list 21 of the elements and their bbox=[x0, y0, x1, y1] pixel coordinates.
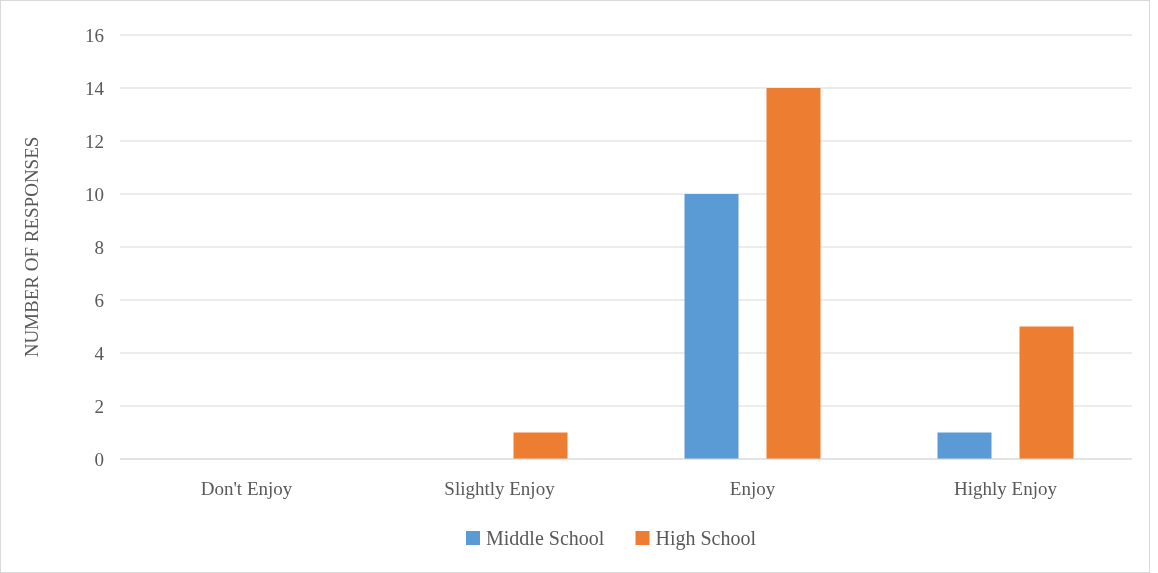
y-axis-title: NUMBER OF RESPONSES bbox=[21, 136, 42, 358]
legend-label: Middle School bbox=[486, 527, 605, 549]
x-tick-label: Highly Enjoy bbox=[954, 478, 1058, 499]
y-tick-label: 14 bbox=[85, 77, 105, 99]
y-tick-label: 8 bbox=[94, 236, 104, 258]
y-tick-label: 10 bbox=[85, 183, 104, 205]
bar bbox=[937, 432, 992, 459]
x-tick-label: Enjoy bbox=[729, 478, 776, 499]
x-tick-label: Don't Enjoy bbox=[200, 478, 293, 499]
bar bbox=[1019, 326, 1074, 459]
y-tick-label: 12 bbox=[85, 130, 104, 152]
legend-label: High School bbox=[655, 527, 757, 550]
x-tick-label: Slightly Enjoy bbox=[444, 478, 556, 499]
y-tick-label: 6 bbox=[94, 289, 104, 311]
y-tick-label: 0 bbox=[94, 448, 104, 470]
bar bbox=[684, 194, 739, 459]
y-tick-label: 16 bbox=[85, 24, 104, 46]
y-tick-label: 4 bbox=[94, 342, 105, 364]
bar bbox=[766, 88, 821, 459]
bar bbox=[513, 432, 568, 459]
y-tick-label: 2 bbox=[94, 395, 104, 417]
